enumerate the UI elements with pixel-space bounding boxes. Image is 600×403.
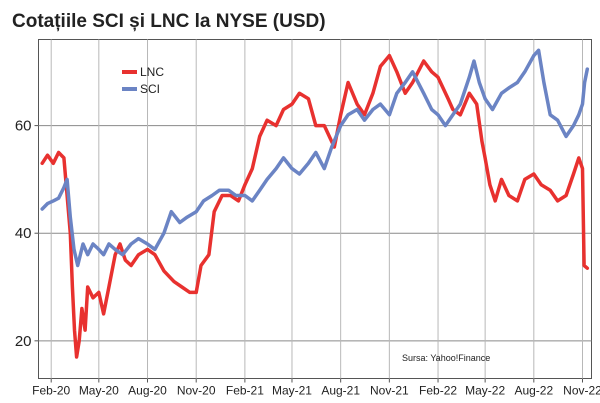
x-tick-label: Nov-20 [177,384,216,398]
x-tick-label: Nov-22 [563,384,600,398]
x-axis: Feb-20 May-20 Aug-20 Nov-20 Feb-21 May-21 Aug-… [32,378,600,398]
x-tick-label: Feb-22 [419,384,457,398]
x-tick-label: Aug-20 [128,384,167,398]
y-axis: 20 40 60 [15,118,39,350]
series-line-lnc [40,53,590,359]
source-note: Sursa: Yahoo!Finance [402,353,490,363]
x-tick-label: Feb-20 [32,384,70,398]
x-tick-label: May-22 [465,384,505,398]
legend-label-sci: SCI [140,82,160,96]
y-tick-label: 60 [15,118,32,135]
x-tick-label: Feb-21 [226,384,264,398]
chart-title: Cotațiile SCI și LNC la NYSE (USD) [12,11,326,32]
series-line-sci [40,48,590,268]
legend: LNC SCI [122,65,164,96]
x-tick-label: Nov-21 [370,384,409,398]
x-tick-label: Aug-22 [514,384,553,398]
legend-label-lnc: LNC [140,65,164,79]
y-tick-label: 20 [15,333,32,350]
x-tick-label: May-20 [79,384,119,398]
series-lines [40,48,590,359]
y-tick-label: 40 [15,225,32,242]
x-tick-label: May-21 [272,384,312,398]
x-tick-label: Aug-21 [321,384,360,398]
plot-area [38,39,592,379]
gridlines [38,39,592,379]
